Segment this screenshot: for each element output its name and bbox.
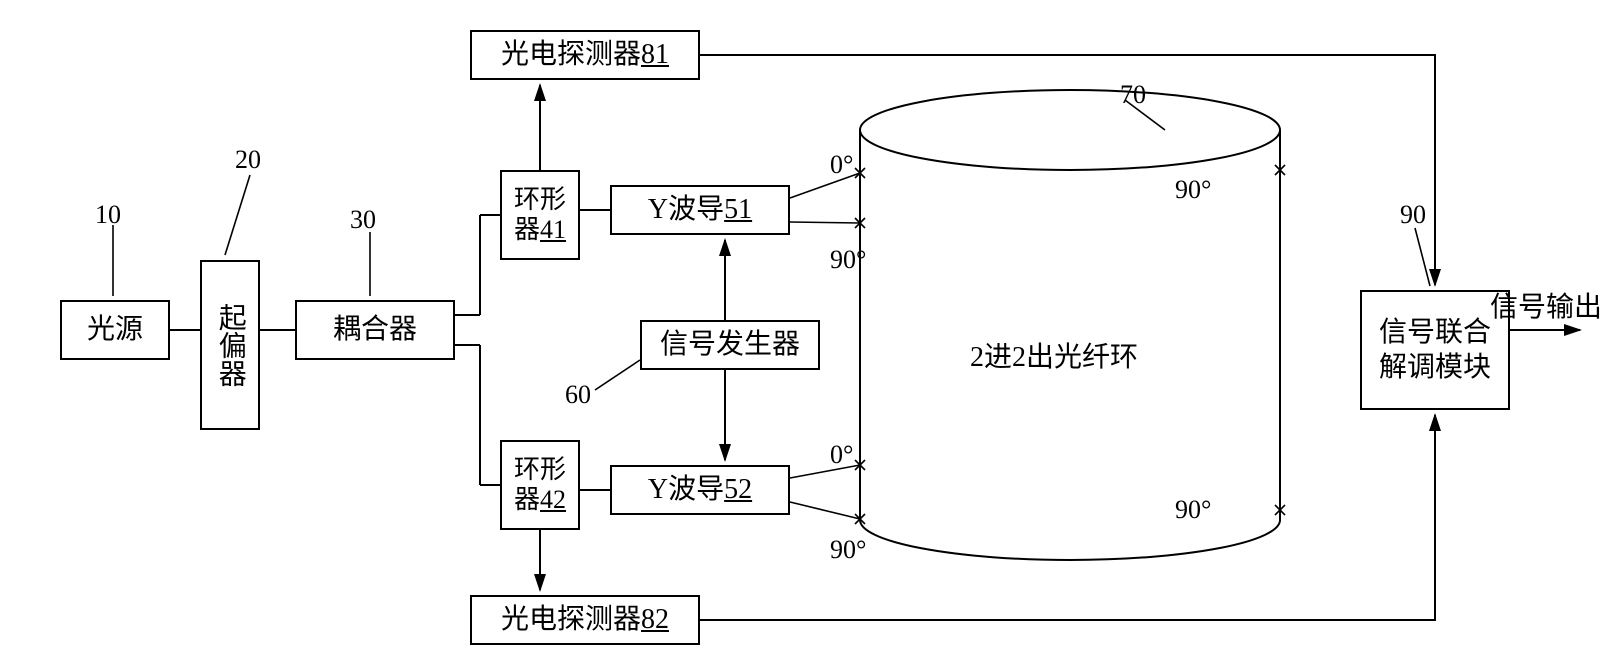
block-signal-generator: 信号发生器 [640,320,820,370]
ref-30: 30 [350,205,376,235]
ref-60: 60 [565,380,591,410]
ref-90: 90 [1400,200,1426,230]
angle-90-bot-r: 90° [1175,495,1211,525]
fiber-ring-cylinder [860,90,1280,560]
block-y-waveguide-2: Y波导52 [610,465,790,515]
fiber-ring-label: 2进2出光纤环 [970,335,1138,375]
block-photodetector-2: 光电探测器82 [470,595,700,645]
block-circulator-2: 环形器42 [500,440,580,530]
angle-90-top: 90° [830,245,866,275]
angle-90-bot: 90° [830,535,866,565]
block-circulator-1: 环形器41 [500,170,580,260]
block-light-source: 光源 [60,300,170,360]
ref-70: 70 [1120,80,1146,110]
ref-10: 10 [95,200,121,230]
angle-0-bot: 0° [830,440,853,470]
block-photodetector-1: 光电探测器81 [470,30,700,80]
block-y-waveguide-1: Y波导51 [610,185,790,235]
angle-0-top: 0° [830,150,853,180]
block-polarizer: 起偏器 [200,260,260,430]
block-joint-demod: 信号联合解调模块 [1360,290,1510,410]
angle-90-top-r: 90° [1175,175,1211,205]
block-coupler: 耦合器 [295,300,455,360]
diagram-stage: 光源 起偏器 耦合器 环形器41 环形器42 Y波导51 Y波导52 信号发生器… [0,0,1608,668]
ref-20: 20 [235,145,261,175]
output-label: 信号输出 [1490,285,1602,325]
